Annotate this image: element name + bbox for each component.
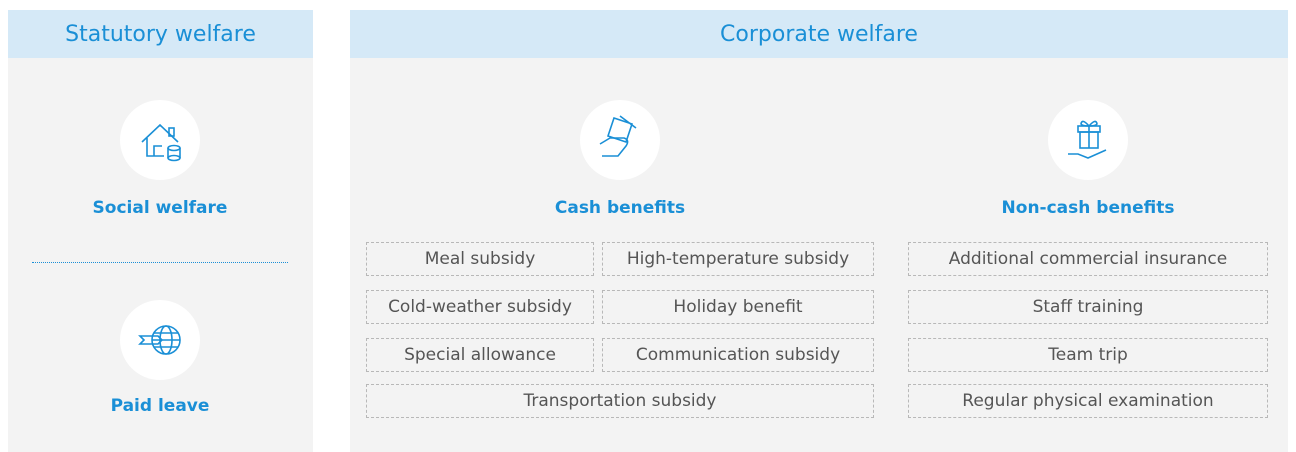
- divider: [32, 262, 288, 263]
- item-label: Social welfare: [92, 198, 228, 218]
- item-label: Paid leave: [110, 396, 210, 416]
- gift-icon: [1048, 100, 1128, 180]
- panel-title: Statutory welfare: [8, 10, 313, 58]
- house-icon: [120, 100, 200, 180]
- benefit-item: Additional commercial insurance: [908, 242, 1268, 276]
- benefit-item: Communication subsidy: [602, 338, 874, 372]
- panel-title: Corporate welfare: [350, 10, 1288, 58]
- statutory-panel: Statutory welfare Social welfare Paid le…: [8, 10, 313, 452]
- benefit-item: Cold-weather subsidy: [366, 290, 594, 324]
- benefit-item: High-temperature subsidy: [602, 242, 874, 276]
- benefit-item: Regular physical examination: [908, 384, 1268, 418]
- travel-icon: [120, 300, 200, 380]
- benefit-item: Transportation subsidy: [366, 384, 874, 418]
- benefit-item: Special allowance: [366, 338, 594, 372]
- benefit-item: Staff training: [908, 290, 1268, 324]
- group-title: Non-cash benefits: [1001, 198, 1175, 218]
- benefit-item: Holiday benefit: [602, 290, 874, 324]
- cash-icon: [580, 100, 660, 180]
- benefit-item: Team trip: [908, 338, 1268, 372]
- group-title: Cash benefits: [554, 198, 686, 218]
- corporate-panel: Corporate welfare Cash benefits Non-cash…: [350, 10, 1288, 452]
- benefit-item: Meal subsidy: [366, 242, 594, 276]
